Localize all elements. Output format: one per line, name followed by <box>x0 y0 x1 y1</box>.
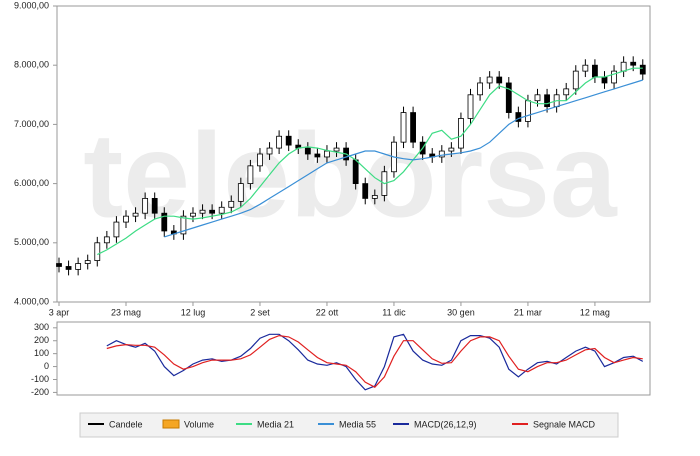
y-tick-label: 6.000,00 <box>14 178 49 188</box>
series-line <box>106 333 644 391</box>
candle-body <box>199 209 206 214</box>
series-line <box>164 79 643 238</box>
candle-body <box>257 153 263 167</box>
x-tick-label: 11 dic <box>382 307 406 317</box>
x-tick-label: 3 apr <box>49 307 70 317</box>
candle-body <box>228 200 235 208</box>
candle-body <box>132 212 139 217</box>
candle-body <box>333 147 340 152</box>
candle-body <box>285 135 292 146</box>
candle-body <box>505 82 512 113</box>
candle-body <box>247 165 254 184</box>
candle-body <box>515 112 522 122</box>
y-tick-label: -200 <box>31 387 49 397</box>
y-tick-label: 7.000,00 <box>14 119 49 129</box>
y-tick-label: 200 <box>34 335 49 345</box>
candle-body <box>151 197 158 214</box>
candle-body <box>496 76 503 84</box>
candle-body <box>237 183 244 202</box>
candle-body <box>218 206 225 214</box>
candle-body <box>276 135 283 149</box>
x-tick-label: 12 mag <box>580 307 610 317</box>
candle-body <box>209 209 216 214</box>
candle-body <box>324 150 330 158</box>
legend-label: Segnale MACD <box>533 419 596 429</box>
candle-body <box>314 153 321 158</box>
candle-body <box>592 64 598 78</box>
candle-body <box>601 76 608 84</box>
candle-body <box>123 215 129 223</box>
candle-body <box>639 64 646 75</box>
candle-body <box>620 61 627 72</box>
candle-body <box>352 159 359 184</box>
y-tick-label: -100 <box>31 374 49 384</box>
candle-body <box>477 82 483 96</box>
candle-body <box>304 147 311 155</box>
macd-frame <box>56 321 651 396</box>
candle-body <box>180 215 187 235</box>
y-tick-label: 4.000,00 <box>14 296 49 306</box>
y-tick-label: 100 <box>34 348 49 358</box>
candle-body <box>362 183 369 199</box>
plot-frame <box>56 5 651 303</box>
x-tick-label: 12 lug <box>181 307 206 317</box>
candle-body <box>161 212 168 232</box>
candle-body <box>84 260 91 264</box>
y-tick-label: 9.000,00 <box>14 0 49 10</box>
legend-label: Candele <box>109 419 143 429</box>
candle-body <box>400 112 407 143</box>
legend-swatch <box>162 419 180 429</box>
candle-body <box>486 76 493 84</box>
candle-body <box>544 94 550 108</box>
y-tick-label: 0 <box>44 361 49 371</box>
x-tick-label: 30 gen <box>447 307 475 317</box>
y-tick-label: 8.000,00 <box>14 60 49 70</box>
x-tick-label: 21 mar <box>514 307 542 317</box>
watermark: teleborsa <box>83 109 618 243</box>
candle-body <box>56 263 62 267</box>
candle-body <box>371 195 378 199</box>
series-line <box>106 334 643 388</box>
candle-body <box>113 221 120 238</box>
candle-body <box>410 112 416 143</box>
candle-body <box>534 94 541 102</box>
candle-body <box>142 197 149 214</box>
legend-label: Media 21 <box>257 419 294 429</box>
x-tick-label: 22 ott <box>316 307 339 317</box>
candle-body <box>190 212 196 217</box>
y-tick-label: 5.000,00 <box>14 237 49 247</box>
candle-body <box>448 147 455 152</box>
candle-body <box>75 263 82 270</box>
candle-body <box>611 70 617 84</box>
x-tick-label: 2 set <box>250 307 270 317</box>
legend-label: Volume <box>184 419 214 429</box>
candle-body <box>103 236 110 244</box>
candle-body <box>467 94 474 119</box>
candle-body <box>572 70 579 90</box>
candle-body <box>582 64 589 72</box>
candle-body <box>438 150 445 158</box>
candle-body <box>94 242 101 261</box>
candle-body <box>630 61 637 66</box>
series-line <box>97 67 643 256</box>
y-tick-label: 300 <box>34 322 49 332</box>
candle-body <box>563 88 570 96</box>
x-tick-label: 23 mag <box>111 307 141 317</box>
candle-body <box>266 147 273 155</box>
legend-label: Media 55 <box>339 419 376 429</box>
legend-label: MACD(26,12,9) <box>414 419 477 429</box>
candle-body <box>65 266 72 270</box>
candle-body <box>525 100 531 122</box>
